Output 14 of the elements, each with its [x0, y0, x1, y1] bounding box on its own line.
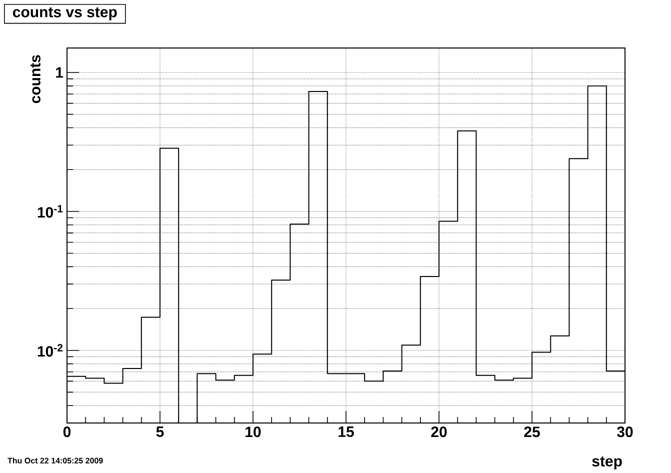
x-tick-label: 15: [338, 426, 354, 438]
x-tick-label: 5: [156, 426, 164, 438]
x-tick-label: 20: [431, 426, 447, 438]
x-tick-label: 10: [246, 426, 261, 438]
y-tick-label: 10$^{-2}$: [38, 344, 63, 357]
y-tick-label: 10$^{-1}$: [38, 205, 63, 218]
x-axis-title: step: [592, 456, 622, 470]
x-tick-label: 25: [524, 426, 540, 438]
y-tick-label: 1: [56, 67, 64, 78]
x-tick-label: 30: [617, 426, 633, 438]
y-axis-title: counts: [30, 55, 40, 104]
text: Thu Oct 22 14:05:25 2009: [8, 458, 103, 464]
x-tick-label: 0: [63, 426, 71, 438]
chart-title: counts vs step: [12, 8, 117, 20]
